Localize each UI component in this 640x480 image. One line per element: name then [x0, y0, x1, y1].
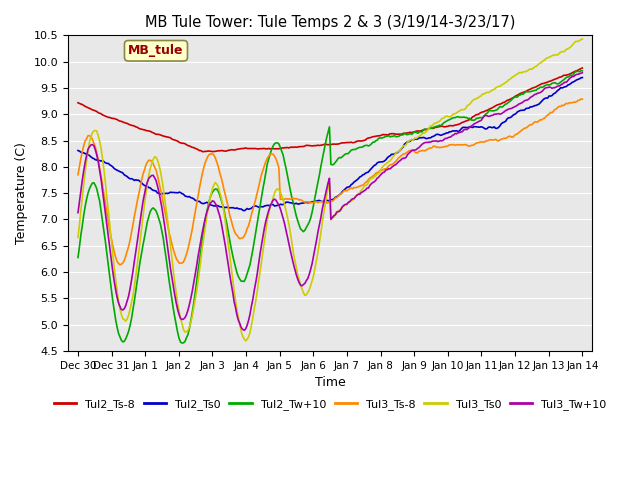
Text: MB_tule: MB_tule [128, 44, 184, 57]
X-axis label: Time: Time [315, 376, 346, 389]
Y-axis label: Temperature (C): Temperature (C) [15, 142, 28, 244]
Legend: Tul2_Ts-8, Tul2_Ts0, Tul2_Tw+10, Tul3_Ts-8, Tul3_Ts0, Tul3_Tw+10: Tul2_Ts-8, Tul2_Ts0, Tul2_Tw+10, Tul3_Ts… [50, 395, 611, 415]
Title: MB Tule Tower: Tule Temps 2 & 3 (3/19/14-3/23/17): MB Tule Tower: Tule Temps 2 & 3 (3/19/14… [145, 15, 515, 30]
